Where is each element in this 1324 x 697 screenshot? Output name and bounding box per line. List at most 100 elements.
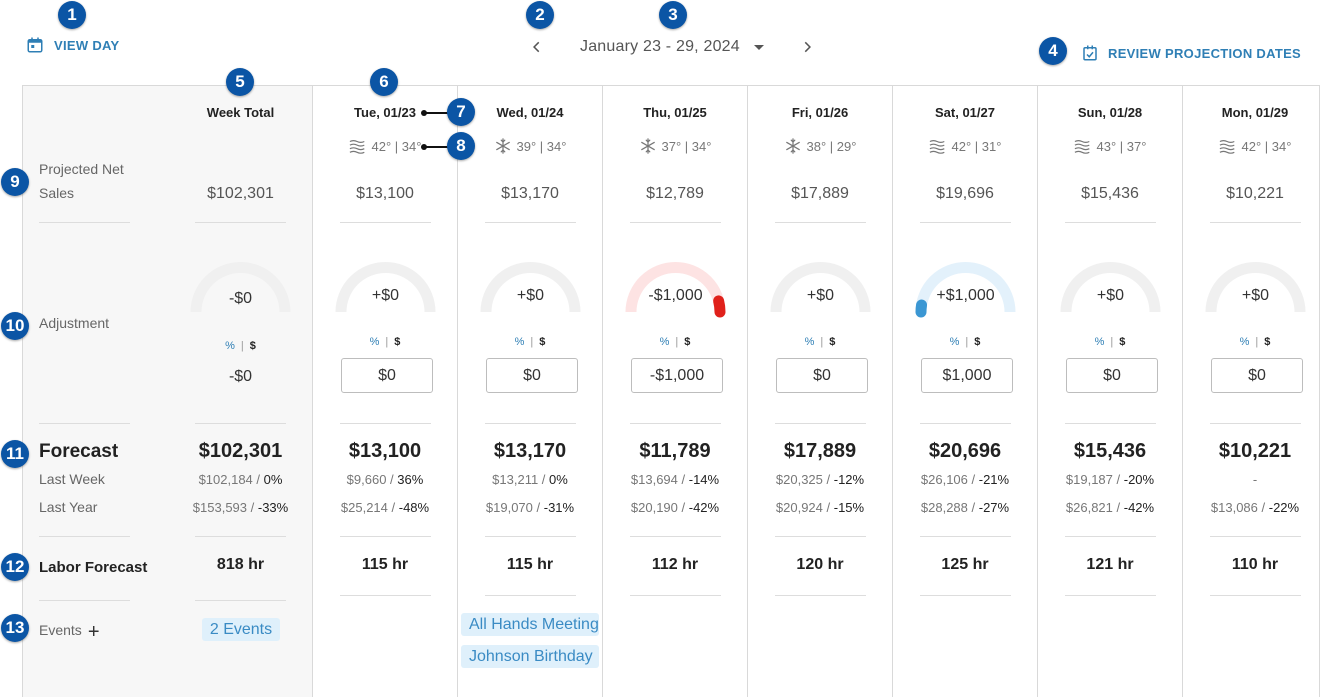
- day-last-year: $25,214 / -48%: [340, 500, 430, 515]
- day-column: Sat, 01/27 42° | 31° $19,696 +$1,000 % | $…: [893, 86, 1038, 697]
- callout-5: 5: [226, 68, 254, 96]
- divider: [775, 595, 866, 596]
- percent-toggle[interactable]: %: [514, 336, 525, 348]
- day-last-year: $13,086 / -22%: [1210, 500, 1300, 515]
- callout-2: 2: [526, 1, 554, 29]
- dollar-toggle[interactable]: $: [974, 336, 981, 348]
- add-event-button[interactable]: +: [87, 621, 100, 643]
- day-temps: 43° | 37°: [1096, 138, 1147, 154]
- review-projection-dates-button[interactable]: REVIEW PROJECTION DATES: [1081, 44, 1301, 62]
- percent-toggle[interactable]: %: [369, 336, 380, 348]
- day-adjustment-gauge[interactable]: +$0: [1060, 256, 1161, 318]
- events-label-text: Events: [39, 622, 82, 638]
- callout-10: 10: [1, 312, 29, 340]
- day-adjustment-gauge[interactable]: +$0: [770, 256, 871, 318]
- day-adjustment-input[interactable]: $0: [1211, 358, 1303, 393]
- forecast-label: Forecast: [39, 441, 119, 462]
- day-adjustment-value: -$1,000: [648, 287, 703, 304]
- gauge-track: [480, 262, 581, 313]
- divider: [1210, 222, 1301, 223]
- dollar-toggle[interactable]: $: [829, 336, 836, 348]
- day-last-year: $19,070 / -31%: [485, 500, 575, 515]
- divider: [920, 595, 1011, 596]
- day-adjustment-gauge[interactable]: +$0: [480, 256, 581, 318]
- chevron-left-icon: [533, 41, 540, 53]
- percent-toggle[interactable]: %: [804, 336, 815, 348]
- day-last-week: $13,694 / -14%: [630, 472, 720, 487]
- previous-week-button[interactable]: [524, 34, 550, 60]
- calendar-check-icon: [1083, 45, 1097, 61]
- wind-icon: [1074, 138, 1092, 154]
- divider: [340, 536, 431, 537]
- percent-toggle[interactable]: %: [659, 336, 670, 348]
- day-labor-forecast: 125 hr: [941, 556, 989, 573]
- dollar-toggle[interactable]: $: [684, 336, 691, 348]
- event-chip[interactable]: All Hands Meeting: [461, 613, 599, 636]
- divider: [195, 222, 286, 223]
- divider: [630, 536, 721, 537]
- day-forecast: $10,221: [1218, 440, 1292, 462]
- date-range-select[interactable]: January 23 - 29, 2024: [580, 38, 764, 56]
- day-adjustment-input[interactable]: $0: [341, 358, 433, 393]
- day-adjustment-gauge[interactable]: -$1,000: [625, 256, 726, 318]
- gauge-track: [1060, 262, 1161, 313]
- day-adjustment-input[interactable]: $0: [776, 358, 868, 393]
- next-week-button[interactable]: [794, 34, 820, 60]
- week-total-adjustment-value: -$0: [228, 290, 253, 307]
- wind-icon: [1219, 138, 1237, 154]
- day-adjustment-input[interactable]: $0: [1066, 358, 1158, 393]
- divider: [920, 536, 1011, 537]
- view-day-button[interactable]: VIEW DAY: [26, 36, 120, 54]
- day-unit-toggle: % | $: [659, 336, 691, 348]
- event-chip[interactable]: Johnson Birthday: [461, 645, 599, 668]
- dollar-toggle[interactable]: $: [249, 340, 256, 352]
- percent-toggle[interactable]: %: [1239, 336, 1250, 348]
- divider: [485, 595, 576, 596]
- labels-and-total-panel: Projected Net Sales Adjustment Forecast …: [23, 86, 313, 697]
- day-last-week: $19,187 / -20%: [1065, 472, 1155, 487]
- callout-1: 1: [58, 1, 86, 29]
- day-forecast: $17,889: [783, 440, 857, 462]
- percent-toggle[interactable]: %: [1094, 336, 1105, 348]
- snow-icon: [639, 138, 657, 154]
- divider: [340, 423, 431, 424]
- day-adjustment-input[interactable]: $0: [486, 358, 578, 393]
- callout-4: 4: [1039, 37, 1067, 65]
- day-temps: 37° | 34°: [661, 138, 712, 154]
- day-projected-sales: $12,789: [646, 185, 704, 202]
- percent-toggle[interactable]: %: [949, 336, 960, 348]
- day-weather: 43° | 37°: [1038, 138, 1182, 154]
- day-labor-forecast: 121 hr: [1086, 556, 1134, 573]
- day-adjustment-gauge[interactable]: +$0: [335, 256, 436, 318]
- callout-13: 13: [1, 614, 29, 642]
- day-labor-forecast: 120 hr: [796, 556, 844, 573]
- day-adjustment-gauge[interactable]: +$0: [1205, 256, 1306, 318]
- day-forecast: $13,170: [493, 440, 567, 462]
- divider: [485, 423, 576, 424]
- divider: [39, 423, 130, 424]
- divider: [340, 222, 431, 223]
- divider: [39, 536, 130, 537]
- percent-toggle[interactable]: %: [225, 340, 235, 352]
- last-year-label: Last Year: [39, 499, 98, 515]
- day-adjustment-input[interactable]: -$1,000: [631, 358, 723, 393]
- day-weather: 42° | 31°: [893, 138, 1037, 154]
- day-column: Thu, 01/25 37° | 34° $12,789 -$1,000 % | $…: [603, 86, 748, 697]
- dollar-toggle[interactable]: $: [394, 336, 401, 348]
- calendar-icon: [27, 37, 43, 53]
- day-adjustment-gauge[interactable]: +$1,000: [915, 256, 1016, 318]
- day-weather: 42° | 34°: [1183, 138, 1324, 154]
- day-temps: 42° | 34°: [1241, 138, 1292, 154]
- week-total-events-chip[interactable]: 2 Events: [202, 618, 280, 641]
- dollar-toggle[interactable]: $: [1264, 336, 1271, 348]
- gauge-fill-negative: [713, 295, 726, 318]
- day-forecast: $20,696: [928, 440, 1002, 462]
- divider: [485, 222, 576, 223]
- dollar-toggle[interactable]: $: [1119, 336, 1126, 348]
- day-adjustment-input[interactable]: $1,000: [921, 358, 1013, 393]
- day-temps: 42° | 34°: [371, 138, 422, 154]
- day-last-year: $28,288 / -27%: [920, 500, 1010, 515]
- divider: [485, 536, 576, 537]
- day-adjustment-value: +$0: [806, 287, 835, 304]
- dollar-toggle[interactable]: $: [539, 336, 546, 348]
